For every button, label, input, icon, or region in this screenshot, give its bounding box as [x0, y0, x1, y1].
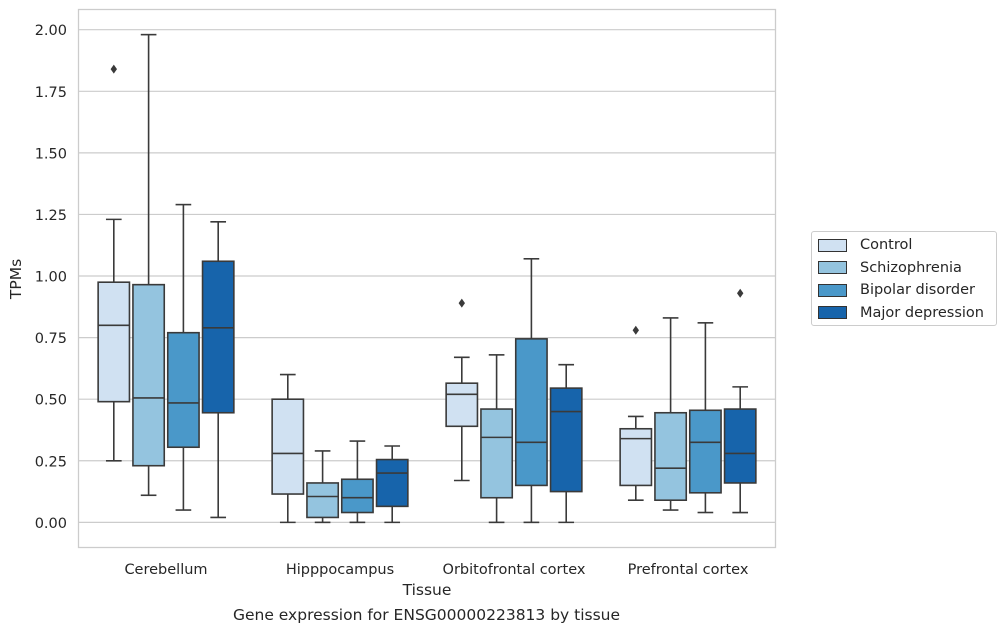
box [549, 387, 583, 493]
box [619, 427, 653, 487]
box [375, 458, 409, 508]
box [97, 281, 131, 403]
legend-item-bipolar-disorder: Bipolar disorder [818, 281, 975, 299]
legend-item-major-depression: Major depression [818, 304, 984, 322]
legend-label-bipolar-disorder: Bipolar disorder [860, 282, 975, 298]
boxes [97, 33, 757, 524]
legend-item-schizophrenia: Schizophrenia [818, 259, 962, 277]
chart-caption: Gene expression for ENSG00000223813 by t… [232, 606, 621, 624]
box [514, 338, 548, 487]
y-tick-label: 0.50 [35, 393, 67, 409]
plot-frame [77, 8, 777, 549]
outlier-point [632, 325, 639, 335]
y-tick-labels: 0.00 0.25 0.50 0.75 1.00 1.25 1.50 1.75 2.00 [35, 23, 67, 532]
legend-label-control: Control [860, 237, 913, 253]
box [271, 398, 305, 495]
box [132, 283, 166, 467]
y-tick-label: 1.25 [35, 208, 67, 224]
outlier-point [110, 64, 117, 74]
legend-label-schizophrenia: Schizophrenia [860, 259, 962, 276]
y-tick-label: 1.00 [35, 270, 67, 286]
legend-item-control: Control [818, 236, 912, 254]
y-tick-label: 1.75 [35, 85, 67, 101]
legend-label-major-depression: Major depression [860, 304, 984, 321]
legend-swatch-schizophrenia [818, 261, 847, 274]
box [340, 478, 374, 514]
box [166, 331, 200, 449]
x-tick-label: Cerebellum [124, 562, 207, 578]
y-tick-label: 2.00 [35, 23, 67, 39]
y-tick-label: 0.00 [35, 516, 67, 532]
legend: Control Schizophrenia Bipolar disorder M… [811, 231, 997, 326]
box [445, 382, 479, 428]
box [723, 408, 757, 484]
y-tick-label: 0.75 [35, 331, 67, 347]
box [654, 411, 688, 501]
legend-swatch-major-depression [818, 306, 847, 319]
x-axis-label: Tissue [402, 581, 452, 599]
box [480, 408, 514, 499]
box [306, 482, 340, 519]
y-axis-label: TPMs [7, 259, 25, 300]
outlier-point [458, 298, 465, 308]
legend-swatch-control [818, 238, 847, 252]
box [201, 260, 235, 414]
x-tick-label: Prefrontal cortex [628, 562, 749, 578]
x-tick-label: Orbitofrontal cortex [443, 562, 586, 578]
x-tick-label: Hipppocampus [286, 562, 394, 578]
legend-swatch-bipolar-disorder [818, 283, 847, 297]
box [688, 409, 722, 494]
y-tick-label: 0.25 [35, 454, 67, 470]
y-tick-label: 1.50 [35, 146, 67, 162]
x-tick-labels: Cerebellum Hipppocampus Orbitofrontal cort… [124, 562, 748, 578]
outlier-point [737, 288, 744, 298]
